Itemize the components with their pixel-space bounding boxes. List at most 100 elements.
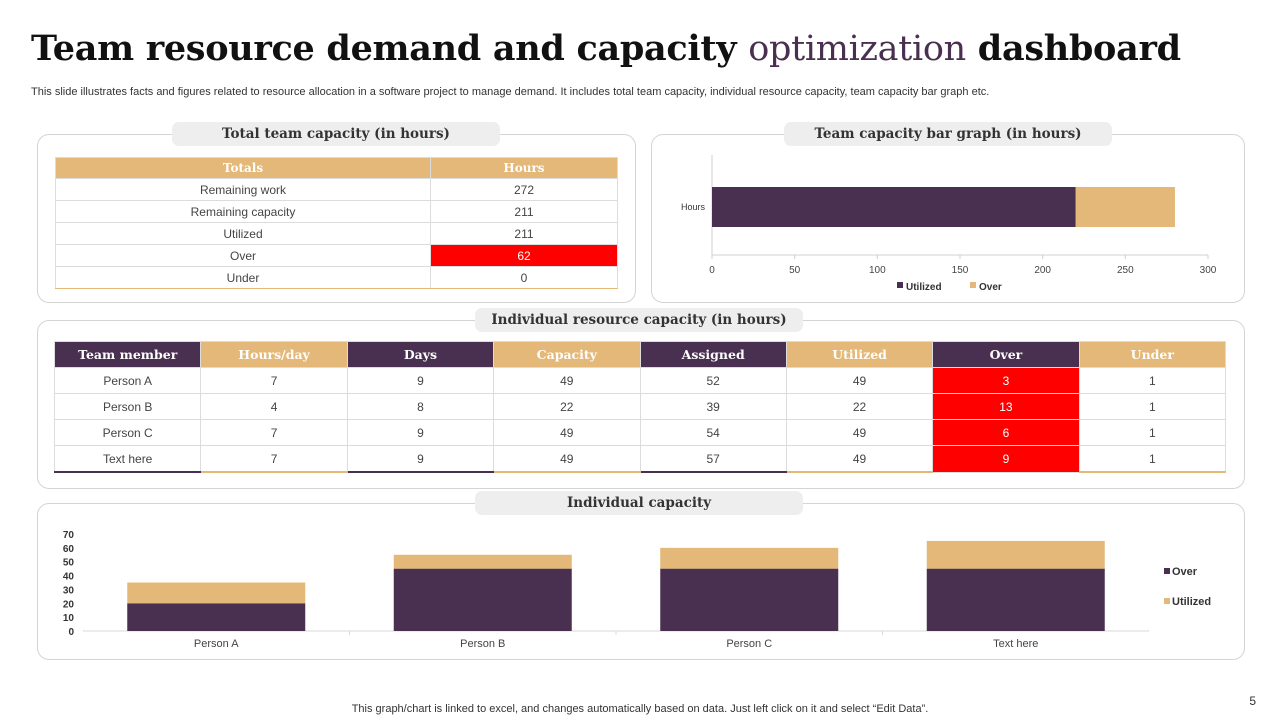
title-accent: optimization <box>748 29 966 69</box>
x-tick-label: 0 <box>709 265 715 276</box>
bar-over <box>660 547 839 569</box>
title-main: Team resource demand and capacity <box>31 28 737 69</box>
category-label: Person B <box>460 638 505 650</box>
total-value: 211 <box>430 200 618 223</box>
category-label: Text here <box>993 638 1038 650</box>
total-name: Under <box>55 266 431 289</box>
total-name: Remaining capacity <box>55 200 431 223</box>
cell-over: 9 <box>932 445 1080 473</box>
legend-utilized-label: Utilized <box>1172 596 1211 608</box>
category-label: Person A <box>194 638 239 650</box>
individual-table-label: Individual resource capacity (in hours) <box>475 308 803 332</box>
title-end: dashboard <box>977 28 1181 69</box>
table-row: Utilized 211 <box>55 222 618 245</box>
table-row: Person B 4 8 22 39 22 13 1 <box>53 393 1227 420</box>
bar-utilized <box>660 568 839 631</box>
table-row: Remaining work 272 <box>55 178 618 201</box>
column-header: Under <box>1078 341 1227 368</box>
cell-capacity: 49 <box>493 367 641 394</box>
team-capacity-bar-chart: Hours 0 50 100 150 200 250 300 Utilized Over <box>681 155 1217 293</box>
cell-assigned: 54 <box>639 419 787 446</box>
category-label: Hours <box>681 202 706 212</box>
total-value: 62 <box>430 244 618 267</box>
cell-utilized: 22 <box>785 393 934 420</box>
total-name: Utilized <box>55 222 431 245</box>
cell-member: Person C <box>53 419 202 446</box>
cell-hours-day: 4 <box>200 393 348 420</box>
legend-over-label: Over <box>979 282 1002 293</box>
cell-days: 8 <box>346 393 495 420</box>
cell-utilized: 49 <box>785 367 934 394</box>
x-tick-label: 50 <box>789 265 801 276</box>
bar-over <box>127 582 306 604</box>
x-tick-label: 250 <box>1117 265 1134 276</box>
legend-over-label: Over <box>1172 566 1198 578</box>
cell-utilized: 49 <box>785 419 934 446</box>
cell-hours-day: 7 <box>200 445 348 473</box>
bar-utilized <box>712 187 1076 227</box>
cell-assigned: 39 <box>639 393 787 420</box>
table-row: Under 0 <box>55 266 618 289</box>
bar-over <box>926 540 1105 569</box>
bar-utilized <box>127 603 306 631</box>
y-tick-label: 20 <box>63 599 75 610</box>
page-number: 5 <box>1249 694 1256 708</box>
y-tick-label: 10 <box>63 613 75 624</box>
y-tick-label: 40 <box>63 572 75 583</box>
x-tick-label: 150 <box>952 265 969 276</box>
total-capacity-label: Total team capacity (in hours) <box>172 122 500 146</box>
cell-under: 1 <box>1078 393 1227 420</box>
cell-capacity: 49 <box>493 445 641 473</box>
footer-note: This graph/chart is linked to excel, and… <box>351 703 929 715</box>
total-name: Over <box>55 244 431 267</box>
cell-under: 1 <box>1078 419 1227 446</box>
cell-over: 13 <box>932 393 1080 420</box>
legend-over-swatch <box>970 282 976 288</box>
column-header: Team member <box>53 341 202 368</box>
total-name: Remaining work <box>55 178 431 201</box>
y-tick-label: 70 <box>63 530 75 541</box>
y-tick-label: 30 <box>63 585 75 596</box>
cell-member: Text here <box>53 445 202 473</box>
total-value: 211 <box>430 222 618 245</box>
table-row: Person C 7 9 49 54 49 6 1 <box>53 419 1227 446</box>
cell-under: 1 <box>1078 445 1227 473</box>
x-tick-label: 200 <box>1034 265 1051 276</box>
table-row: Over 62 <box>55 244 618 267</box>
cell-utilized: 49 <box>785 445 934 473</box>
legend-utilized-swatch <box>1164 598 1170 604</box>
legend-over-swatch <box>1164 568 1170 574</box>
team-capacity-chart-label: Team capacity bar graph (in hours) <box>784 122 1112 146</box>
cell-capacity: 22 <box>493 393 641 420</box>
cell-hours-day: 7 <box>200 419 348 446</box>
x-tick-label: 300 <box>1200 265 1217 276</box>
column-header: Assigned <box>639 341 787 368</box>
cell-member: Person A <box>53 367 202 394</box>
legend-utilized-label: Utilized <box>906 282 942 293</box>
cell-member: Person B <box>53 393 202 420</box>
table-row: Person A 7 9 49 52 49 3 1 <box>53 367 1227 394</box>
page-subtitle: This slide illustrates facts and figures… <box>31 86 990 98</box>
y-tick-label: 0 <box>68 627 74 638</box>
total-capacity-table: Totals Hours Remaining work 272 Remainin… <box>55 157 618 289</box>
bar-over <box>1075 187 1175 227</box>
individual-capacity-bar-chart: 0 10 20 30 40 50 60 70 Person A Person B Person C… <box>63 530 1211 650</box>
legend-utilized-swatch <box>897 282 903 288</box>
cell-under: 1 <box>1078 367 1227 394</box>
table-row: Remaining capacity 211 <box>55 200 618 223</box>
cell-days: 9 <box>346 445 495 473</box>
y-tick-label: 60 <box>63 544 75 555</box>
total-value: 0 <box>430 266 618 289</box>
total-value: 272 <box>430 178 618 201</box>
cell-days: 9 <box>346 367 495 394</box>
y-tick-label: 50 <box>63 558 75 569</box>
cell-capacity: 49 <box>493 419 641 446</box>
column-header: Days <box>346 341 495 368</box>
bar-utilized <box>926 568 1105 631</box>
column-header: Over <box>932 341 1080 368</box>
x-tick-label: 100 <box>869 265 886 276</box>
hours-header: Hours <box>430 157 618 179</box>
table-row: Text here 7 9 49 57 49 9 1 <box>53 445 1227 473</box>
column-header: Hours/day <box>200 341 348 368</box>
cell-hours-day: 7 <box>200 367 348 394</box>
